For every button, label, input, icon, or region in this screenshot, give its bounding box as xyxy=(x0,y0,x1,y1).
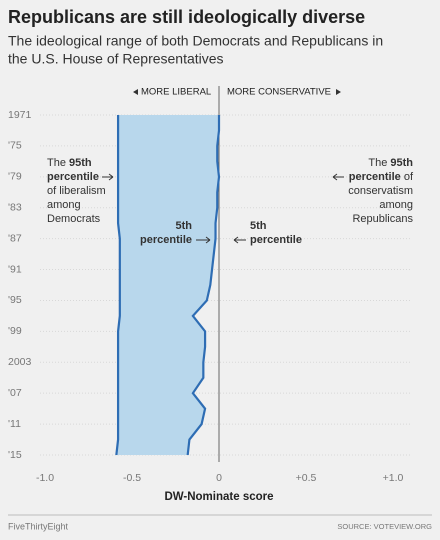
plot-area: 1971 '75 '79 '83 '87 '91 '95 '99 2003 '07 '11 '15 -1… xyxy=(8,86,410,484)
range-area xyxy=(116,115,219,455)
y-tick-label: '95 xyxy=(8,294,22,306)
annotations: The 95th percentile of liberalism among … xyxy=(47,157,414,246)
footer-brand: FiveThirtyEight xyxy=(8,521,69,531)
y-tick-label: 2003 xyxy=(8,356,32,368)
y-tick-label: '79 xyxy=(8,171,22,183)
y-tick-label: 1971 xyxy=(8,109,32,121)
annotation: percentile xyxy=(140,234,192,246)
annotation: percentile xyxy=(47,171,99,183)
y-tick-label: '11 xyxy=(8,418,21,430)
subtitle: The ideological range of both Democrats … xyxy=(8,33,383,49)
annotation: The 95th xyxy=(47,157,92,169)
x-tick-label: 0 xyxy=(216,472,222,484)
y-tick-label: '91 xyxy=(8,263,22,275)
direction-label: MORE LIBERAL xyxy=(141,87,211,98)
annotation: Republicans xyxy=(352,213,413,225)
subtitle: the U.S. House of Representatives xyxy=(8,51,224,67)
percentile-line xyxy=(186,115,221,456)
y-tick-label: '07 xyxy=(8,387,22,399)
arrow xyxy=(102,173,114,181)
annotation: percentile xyxy=(250,234,302,246)
direction-label: MORE CONSERVATIVE xyxy=(227,87,331,98)
y-tick-label: '75 xyxy=(8,140,22,152)
percentile-line xyxy=(115,115,121,456)
x-tick-label: +0.5 xyxy=(296,472,317,484)
y-tick-label: '83 xyxy=(8,202,22,214)
annotation: Democrats xyxy=(47,213,101,225)
annotation: The 95th xyxy=(368,157,413,169)
annotation: 5th xyxy=(250,220,267,232)
arrow xyxy=(336,89,341,95)
annotation: percentile of xyxy=(349,171,414,183)
x-tick-label: -1.0 xyxy=(36,472,54,484)
x-axis-label: DW-Nominate score xyxy=(164,491,273,503)
annotation: 5th xyxy=(176,220,193,232)
annotation: among xyxy=(47,199,81,211)
x-tick-label: +1.0 xyxy=(383,472,404,484)
footer-source: SOURCE: VOTEVIEW.ORG xyxy=(337,522,432,531)
annotation: conservatism xyxy=(348,185,413,197)
y-tick-label: '87 xyxy=(8,232,22,244)
arrow xyxy=(233,236,246,244)
arrow xyxy=(196,236,211,244)
y-tick-label: '99 xyxy=(8,325,22,337)
annotation: among xyxy=(379,199,413,211)
annotation: of liberalism xyxy=(47,185,106,197)
arrow xyxy=(332,173,344,181)
y-tick-label: '15 xyxy=(8,449,22,461)
x-tick-label: -0.5 xyxy=(123,472,141,484)
chart-title: Republicans are still ideologically dive… xyxy=(8,7,365,27)
arrow xyxy=(133,89,138,95)
